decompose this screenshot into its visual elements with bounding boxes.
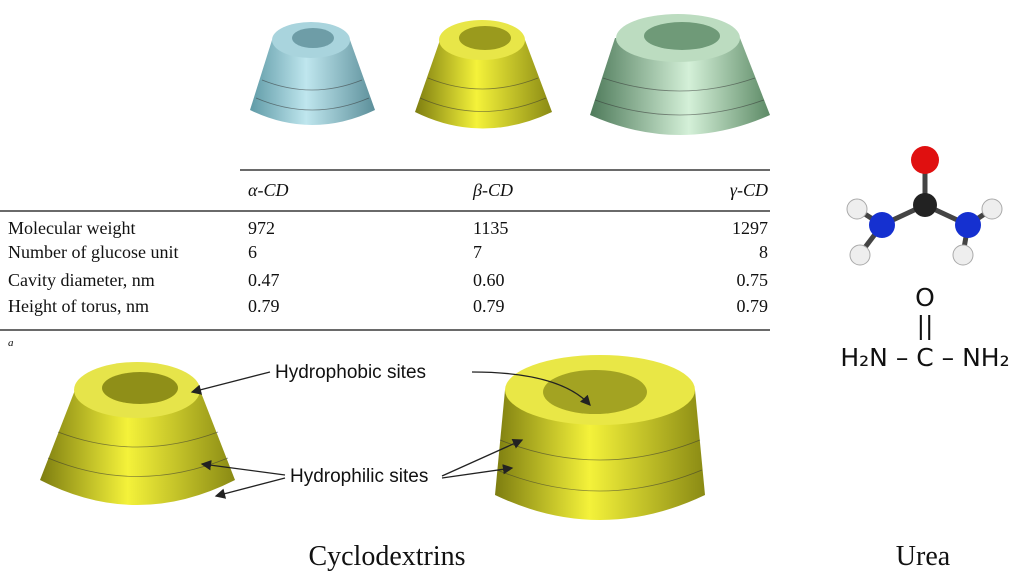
cell: 1297	[732, 218, 768, 238]
caption: Urea	[896, 541, 951, 572]
arrow	[200, 460, 286, 476]
formula-atom: O	[915, 283, 935, 312]
cell: 8	[759, 242, 768, 262]
gamma-cd-model	[590, 14, 770, 135]
formula-bond: ||	[917, 311, 934, 340]
arrow	[441, 464, 514, 479]
cell: 972	[248, 218, 275, 238]
cell: 6	[248, 242, 257, 262]
row-label: Molecular weight	[8, 218, 135, 238]
cell: 0.79	[473, 296, 505, 316]
beta-cd-labelled-model	[40, 362, 235, 505]
formula: H₂N – C – NH₂	[840, 343, 1009, 372]
row-label: Number of glucose unit	[8, 242, 178, 262]
site-label: Hydrophobic sites	[275, 362, 426, 383]
cell: 0.79	[248, 296, 280, 316]
cell: 0.60	[473, 270, 505, 290]
column-header: γ-CD	[730, 180, 768, 200]
arrow	[471, 371, 591, 406]
alpha-cd-model	[250, 22, 375, 125]
arrow	[190, 371, 271, 395]
arrow	[214, 477, 286, 499]
column-header: α-CD	[248, 180, 288, 200]
beta-cd-model	[415, 20, 552, 129]
caption: Cyclodextrins	[308, 541, 465, 572]
row-label: Height of torus, nm	[8, 296, 149, 316]
cell: 0.47	[248, 270, 280, 290]
column-header: β-CD	[472, 180, 513, 200]
urea-molecule	[846, 146, 1003, 266]
table: α-CD β-CD γ-CD a Molecular weight 972 1135…	[0, 169, 770, 349]
cell: 0.75	[737, 270, 769, 290]
row-label: Cavity diameter, nm	[8, 270, 155, 290]
cell: 1135	[473, 218, 508, 238]
arrow	[441, 438, 524, 477]
site-label: Hydrophilic sites	[290, 466, 428, 487]
cell: 0.79	[737, 296, 769, 316]
cell: 7	[473, 242, 482, 262]
footnote: a	[8, 337, 14, 349]
beta-cd-cylinder-model	[495, 355, 705, 520]
